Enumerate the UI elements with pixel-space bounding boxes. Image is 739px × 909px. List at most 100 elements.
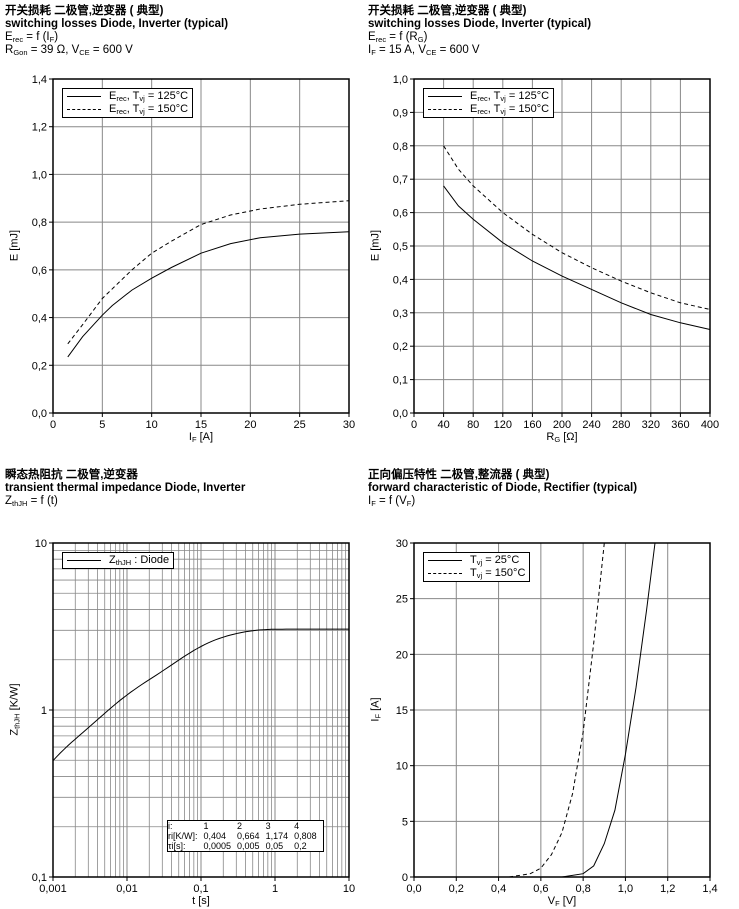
br-header: 正向偏压特性 二极管,整流器 ( 典型) forward characterist… [368, 469, 637, 508]
table-cell: 1,174 [265, 831, 289, 841]
x-tick-label: 360 [671, 419, 689, 431]
title-cn: 开关损耗 二极管,逆变器 ( 典型) [368, 5, 527, 17]
series-line-0 [52, 628, 349, 762]
y-tick-label: 0,6 [393, 208, 408, 220]
title-cn: 瞬态热阻抗 二极管,逆变器 [5, 469, 138, 481]
legend-part: T [470, 567, 477, 579]
table-cell: ri[K/W]: [168, 831, 198, 841]
y-axis-label-part: E [mJ] [369, 229, 382, 262]
y-tick-label: 1,4 [32, 74, 47, 86]
legend-item: Tvj = 150°C [428, 567, 525, 580]
condition-part: = 600 V [436, 44, 480, 56]
condition-part: G [417, 35, 424, 44]
legend-label: ZthJH : Diode [109, 554, 169, 567]
x-tick-label: 160 [523, 419, 541, 431]
condition-part: I [368, 44, 372, 56]
y-tick-label: 1,0 [32, 169, 47, 181]
x-tick-label: 120 [494, 419, 512, 431]
x-axis-label: VF [V] [532, 895, 592, 908]
series-line-0 [443, 185, 711, 330]
legend-part: vj [500, 94, 506, 103]
legend-part: vj [139, 94, 145, 103]
y-axis-label: E [mJ] [370, 196, 383, 296]
y-tick-label: 0,8 [32, 217, 47, 229]
x-tick-label: 1 [272, 883, 278, 895]
x-tick-label: 1,2 [660, 883, 675, 895]
condition-part: rec [375, 35, 387, 44]
title-en: switching losses Diode, Inverter (typica… [368, 18, 592, 30]
x-axis-label-part: F [191, 435, 197, 444]
x-tick-label: 0,1 [193, 883, 208, 895]
series-line-0 [67, 231, 350, 358]
y-tick-label: 0,4 [32, 313, 47, 325]
x-tick-label: 5 [99, 419, 105, 431]
y-tick-label: 0,2 [393, 341, 408, 353]
condition-part: thJH [12, 499, 28, 508]
x-tick-label: 40 [437, 419, 449, 431]
table-cell: 4 [294, 821, 300, 831]
condition-part: = 39 Ω, V [27, 44, 80, 56]
title-en: forward characteristic of Diode, Rectifi… [368, 482, 638, 494]
y-tick-label: 1 [41, 705, 47, 717]
x-tick-label: 0 [411, 419, 417, 431]
y-axis-label-part: [K/W] [8, 683, 21, 714]
legend-part: , T [126, 103, 140, 115]
x-tick-label: 280 [612, 419, 630, 431]
x-axis-label: RG [Ω] [532, 431, 592, 444]
legend-part: Z [109, 554, 116, 566]
title-en: switching losses Diode, Inverter (typica… [5, 18, 229, 30]
y-tick-label: 1,2 [32, 122, 47, 134]
condition-line: Erec = f (RG) [368, 31, 591, 44]
table-cell: 0,2 [294, 841, 307, 851]
y-tick-label: 0 [402, 872, 408, 884]
y-tick-label: 10 [396, 761, 408, 773]
legend-item: Erec, Tvj = 150°C [428, 103, 549, 116]
x-tick-label: 400 [701, 419, 719, 431]
legend-swatch [428, 96, 462, 97]
legend-part: = 25°C [482, 554, 520, 566]
legend-part: = 150°C [482, 567, 526, 579]
table-cell: 0,404 [203, 831, 227, 841]
legend-part: thJH [115, 558, 132, 567]
y-tick-label: 30 [396, 538, 408, 550]
y-tick-label: 5 [402, 816, 408, 828]
legend-part: vj [139, 107, 145, 116]
condition-part: = f (t) [27, 495, 58, 507]
x-tick-label: 25 [294, 419, 306, 431]
legend-part: , T [126, 90, 140, 102]
y-axis-label-part: F [373, 713, 383, 719]
condition-line: Erec = f (IF) [5, 31, 228, 44]
legend: Erec, Tvj = 125°C Erec, Tvj = 150°C [423, 88, 555, 118]
legend-part: E [109, 103, 117, 115]
x-axis-label-part: G [554, 435, 561, 444]
condition-part: R [5, 44, 14, 56]
y-tick-label: 10 [35, 538, 47, 550]
x-axis-label-part: I [188, 431, 192, 443]
series-line-1 [443, 145, 711, 310]
legend: ZthJH : Diode [62, 552, 175, 569]
legend-item: Erec, Tvj = 150°C [67, 103, 188, 116]
x-tick-label: 320 [642, 419, 660, 431]
condition-line: IF = 15 A, VCE = 600 V [368, 44, 591, 57]
condition-part: = f (I [23, 31, 50, 43]
legend-part: : Diode [131, 554, 170, 566]
y-tick-label: 0,9 [393, 107, 408, 119]
legend-part: E [470, 90, 478, 102]
x-axis-label-part: [A] [196, 431, 214, 443]
y-tick-label: 20 [396, 649, 408, 661]
x-tick-label: 80 [467, 419, 479, 431]
legend-label: Erec, Tvj = 150°C [109, 103, 188, 116]
x-tick-label: 0,4 [491, 883, 506, 895]
y-axis-label: IF [A] [370, 660, 383, 760]
legend: Erec, Tvj = 125°C Erec, Tvj = 150°C [62, 88, 194, 118]
series-line-1 [67, 200, 350, 345]
x-tick-label: 200 [553, 419, 571, 431]
legend-item: Erec, Tvj = 125°C [67, 90, 188, 103]
x-tick-label: 0,6 [533, 883, 548, 895]
y-axis-label: E [mJ] [9, 196, 22, 296]
condition-part: Gon [13, 48, 28, 57]
legend-part: = 125°C [505, 90, 550, 102]
title-cn: 正向偏压特性 二极管,整流器 ( 典型) [368, 469, 550, 481]
x-tick-label: 15 [195, 419, 207, 431]
x-tick-label: 10 [146, 419, 158, 431]
